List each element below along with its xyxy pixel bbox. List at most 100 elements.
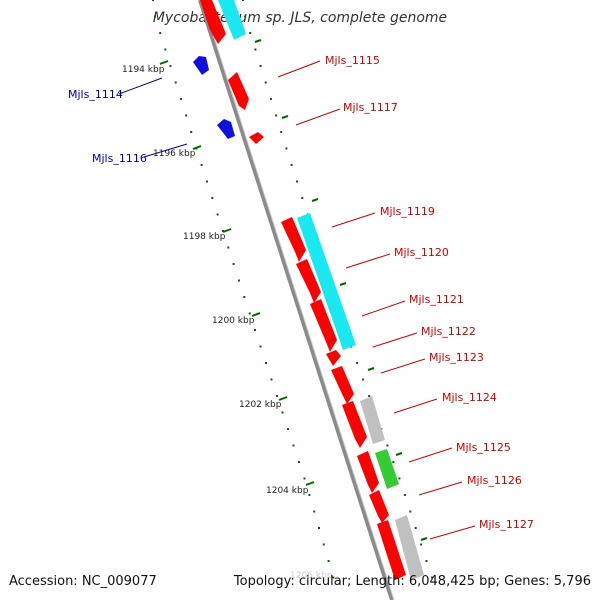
inner-tick-dot (154, 15, 156, 18)
outer-tick-dot (362, 378, 365, 381)
gene-label-Mjls_1126[interactable]: Mjls_1126 (467, 474, 522, 487)
inner-tick-dot (332, 576, 335, 579)
outer-tick-dot (368, 395, 371, 397)
gene-label-Mjls_1124[interactable]: Mjls_1124 (442, 391, 497, 404)
gene-label-Mjls_1119[interactable]: Mjls_1119 (380, 205, 435, 218)
inner-tick-dot (308, 494, 311, 496)
outer-tick-dot (269, 98, 272, 100)
inner-tick-dot (164, 48, 167, 51)
gene-label-Mjls_1121[interactable]: Mjls_1121 (409, 293, 464, 306)
gene-Mjls_1124-arrow[interactable] (342, 401, 367, 448)
gene-label-Mjls_1114[interactable]: Mjls_1114 (68, 88, 123, 101)
cyan-feature-main (297, 213, 356, 350)
inner-tick-dot (313, 510, 316, 513)
svg-text:1196 kbp: 1196 kbp (153, 149, 196, 159)
gene-Mjls_1114-arrow[interactable] (193, 56, 209, 75)
inner-tick-dot (281, 411, 284, 414)
gray-feature-2 (395, 515, 424, 580)
tick-1196: 1196 kbp (153, 145, 202, 159)
inner-tick-dot (327, 560, 330, 562)
gene-top-fragment-1[interactable] (200, 0, 226, 44)
tick-1198: 1198 kbp (183, 228, 232, 242)
gray-feature-1 (360, 396, 385, 444)
outer-tick-dot (285, 147, 288, 150)
gene-Mjls_1116-arrow[interactable] (217, 119, 235, 139)
inner-tick-dot (179, 98, 182, 100)
outer-tick-dot (403, 494, 406, 496)
genome-backbone-highlight (201, 0, 395, 600)
tick-1194: 1194 kbp (122, 60, 169, 75)
gene-Mjls_1119-arrow[interactable] (281, 217, 306, 262)
outer-tick-dot (414, 527, 417, 529)
outer-tick-dot (244, 15, 246, 18)
inner-tick-dot (254, 329, 256, 331)
outer-tick-dot (259, 65, 262, 67)
green-feature (375, 449, 399, 489)
gene-Mjls_1123-arrow[interactable] (331, 366, 354, 404)
inner-tick-dot (232, 263, 235, 265)
inner-tick-dot (298, 461, 300, 463)
tick-1206: 1206 kbp (290, 571, 333, 581)
gene-Mjls_1120-arrow[interactable] (296, 259, 321, 303)
tick-1204: 1204 kbp (266, 481, 315, 496)
gene-Mjls_1115-arrow[interactable] (228, 72, 249, 110)
outer-tick-dot (280, 131, 283, 133)
inner-tick-dot (265, 362, 267, 364)
inner-tick-dot (152, 0, 154, 1)
inner-tick-dot (227, 246, 230, 249)
tick-1202: 1202 kbp (239, 396, 288, 410)
svg-text:1202 kbp: 1202 kbp (239, 400, 282, 410)
reverse-label-leaders (118, 77, 188, 158)
outer-tick-dot (249, 32, 252, 34)
inner-tick-dot (200, 164, 203, 166)
gene-Mjls_1117-arrow[interactable] (249, 132, 264, 144)
outer-tick-dot (275, 114, 278, 117)
outer-tick-dot (386, 444, 389, 447)
inner-tick-dot (303, 477, 306, 480)
cyan-feature-top (218, 0, 246, 40)
gene-label-Mjls_1115[interactable]: Mjls_1115 (325, 54, 380, 67)
gene-Mjls_1121-arrow[interactable] (310, 299, 337, 352)
outer-tick-dot (398, 477, 401, 480)
inner-tick-dot (174, 81, 177, 84)
outer-tick-dot (264, 81, 267, 84)
forward-label-leaders (277, 60, 476, 540)
gene-Mjls_1126-arrow[interactable] (369, 490, 389, 523)
svg-text:1204 kbp: 1204 kbp (266, 486, 309, 496)
gene-Mjls_1127-arrow[interactable] (377, 520, 406, 580)
inner-tick-dot (276, 395, 278, 397)
gene-label-Mjls_1125[interactable]: Mjls_1125 (456, 441, 511, 454)
svg-text:1206 kbp: 1206 kbp (290, 571, 333, 581)
tick-1200: 1200 kbp (212, 312, 261, 326)
outer-tick-dot (356, 362, 359, 364)
outer-tick-dot (296, 180, 298, 183)
gene-label-Mjls_1120[interactable]: Mjls_1120 (394, 246, 449, 259)
svg-text:1194 kbp: 1194 kbp (122, 65, 165, 75)
outer-tick-dot (425, 560, 428, 562)
gene-Mjls_1125-arrow[interactable] (357, 451, 379, 493)
inner-tick-dots (152, 0, 335, 579)
inner-tick-dot (248, 312, 251, 315)
gene-label-Mjls_1123[interactable]: Mjls_1123 (429, 351, 484, 364)
inner-tick-dot (206, 180, 208, 183)
inner-tick-dot (322, 543, 325, 546)
inner-tick-dot (318, 527, 320, 529)
outer-tick-dot (290, 164, 293, 166)
outer-tick-dot (420, 543, 423, 546)
inner-tick-dot (211, 197, 214, 199)
gene-label-Mjls_1122[interactable]: Mjls_1122 (421, 325, 476, 338)
inner-tick-dot (190, 131, 193, 133)
inner-tick-dot (169, 65, 172, 67)
outer-tick-dot (430, 576, 433, 579)
gene-Mjls_1122-arrow[interactable] (326, 350, 341, 366)
inner-tick-dot (216, 213, 219, 216)
inner-tick-dot (185, 114, 188, 117)
gene-label-Mjls_1116[interactable]: Mjls_1116 (92, 152, 147, 165)
svg-text:1200 kbp: 1200 kbp (212, 316, 255, 326)
outer-ticks (254, 39, 428, 541)
outer-tick-dot (392, 461, 395, 463)
gene-label-Mjls_1127[interactable]: Mjls_1127 (479, 518, 534, 531)
gene-label-Mjls_1117[interactable]: Mjls_1117 (343, 101, 398, 114)
outer-tick-dot (409, 510, 412, 513)
